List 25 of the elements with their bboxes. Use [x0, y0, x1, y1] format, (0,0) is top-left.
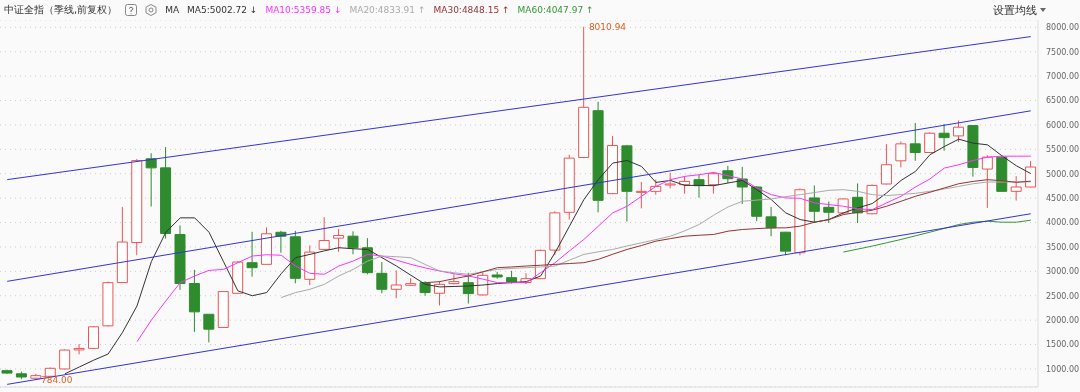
y-tick-label: 2000.00	[1046, 315, 1080, 325]
y-tick-label: 4000.00	[1046, 218, 1080, 228]
y-tick-label: 1000.00	[1046, 364, 1080, 374]
y-tick-label: 6500.00	[1046, 96, 1080, 106]
text: MA5:5002.72 ↓	[187, 5, 258, 15]
text: MA10:5359.85 ↓	[265, 5, 342, 15]
text: MA20:4833.91 ↑	[349, 5, 426, 15]
annotation: 8010.94	[588, 21, 627, 32]
y-tick-label: 5500.00	[1046, 145, 1080, 155]
y-tick-label: 7000.00	[1046, 71, 1080, 81]
y-tick-label: 2500.00	[1046, 291, 1080, 301]
y-tick-label: 7500.00	[1046, 47, 1080, 57]
y-tick-label: 8000.00	[1046, 23, 1080, 33]
y-tick-label: 6000.00	[1046, 120, 1080, 130]
chart-title: 中证全指（季线,前复权）	[4, 3, 118, 17]
y-tick-label: 1500.00	[1046, 340, 1080, 350]
y-tick-label: 4500.00	[1046, 193, 1080, 203]
legend-title: MA	[165, 5, 180, 15]
text: MA60:4047.97 ↑	[517, 5, 594, 15]
y-tick-label: 3000.00	[1046, 267, 1080, 277]
text: MA30:4848.15 ↑	[433, 5, 510, 15]
y-tick-label: 3500.00	[1046, 242, 1080, 252]
y-tick-label: 5000.00	[1046, 169, 1080, 179]
annotation: 784.00	[41, 374, 73, 385]
text: 设置均线	[993, 2, 1038, 18]
